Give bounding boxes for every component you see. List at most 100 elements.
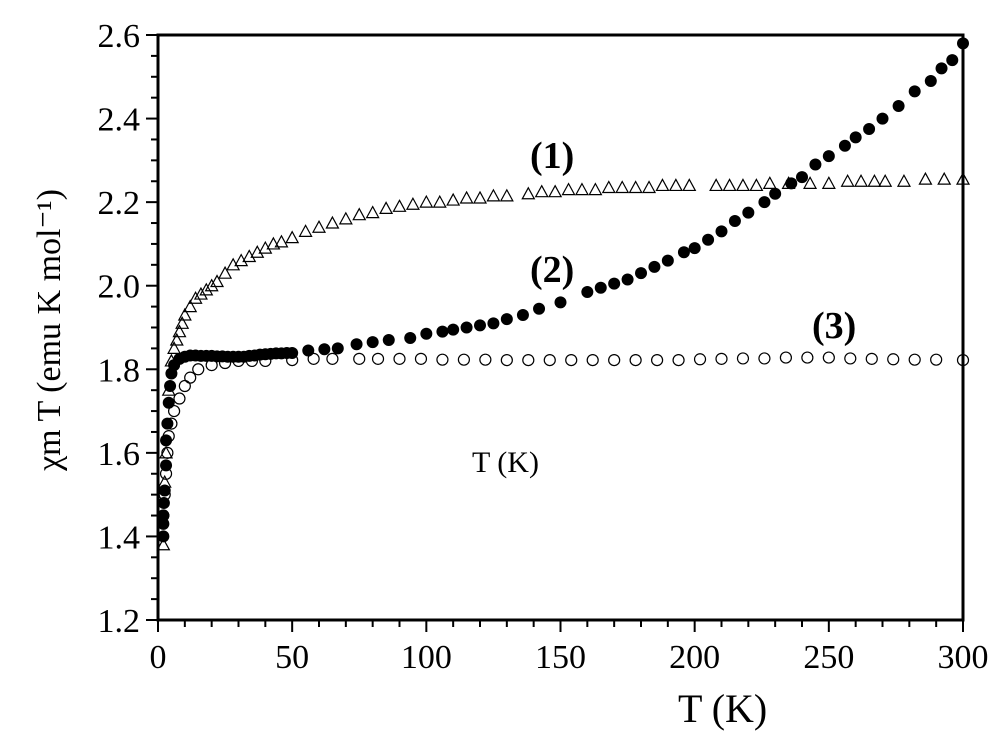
data-point [259, 354, 272, 368]
data-point [554, 296, 567, 309]
data-point [165, 417, 178, 430]
data-point [628, 180, 643, 194]
data-point [621, 273, 634, 286]
x-tick-label: 250 [803, 639, 854, 676]
data-point [177, 307, 192, 321]
data-point [446, 192, 461, 206]
y-tick-label: 2.0 [98, 269, 141, 306]
data-point [565, 353, 578, 367]
data-point [175, 316, 190, 329]
data-point [365, 205, 380, 219]
data-point [159, 467, 173, 480]
data-point [908, 353, 921, 366]
data-point [642, 180, 657, 194]
data-point [702, 233, 715, 246]
data-point [178, 379, 191, 393]
data-point [601, 180, 616, 194]
data-point [218, 265, 233, 279]
data-point [157, 509, 170, 522]
data-point [588, 182, 603, 196]
data-point [459, 190, 474, 204]
x-tick-label: 300 [938, 639, 989, 676]
data-point [822, 150, 835, 163]
data-point [184, 371, 197, 384]
data-point [436, 353, 449, 366]
data-point [908, 85, 921, 98]
data-point [420, 327, 433, 340]
data-point [785, 177, 798, 190]
data-point [650, 353, 664, 367]
data-point [821, 176, 836, 189]
data-point [245, 354, 259, 368]
data-point [840, 173, 855, 187]
data-point [715, 225, 728, 238]
data-point [318, 343, 331, 356]
data-point [487, 317, 500, 330]
data-point [803, 176, 818, 189]
data-point [822, 351, 835, 364]
data-point [594, 281, 607, 294]
data-point [447, 323, 460, 336]
data-point [353, 352, 366, 365]
data-point [876, 112, 889, 125]
data-point [892, 100, 905, 113]
data-point [668, 178, 683, 192]
data-point [956, 353, 970, 367]
data-point [472, 190, 488, 204]
data-point [635, 267, 647, 280]
data-point [160, 459, 173, 472]
data-point [218, 356, 232, 370]
data-point [749, 178, 764, 192]
data-point [548, 184, 563, 198]
data-point [682, 178, 697, 192]
y-tick-label: 1.6 [98, 436, 141, 473]
data-point [779, 351, 793, 364]
y-tick-label: 1.2 [98, 603, 141, 640]
data-point [162, 396, 175, 409]
x-tick-label: 50 [275, 639, 309, 676]
series-3 [157, 351, 970, 522]
data-point [173, 392, 186, 405]
data-point [298, 224, 313, 237]
data-point [486, 188, 501, 202]
data-point [865, 352, 878, 365]
data-point [382, 334, 395, 347]
data-point [946, 54, 959, 67]
data-point [366, 336, 379, 349]
data-point [878, 173, 893, 187]
annotation-1: (1) [530, 135, 574, 177]
data-point [419, 194, 434, 208]
data-marks [156, 37, 971, 551]
data-point [561, 182, 576, 196]
data-point [162, 430, 175, 443]
data-point [863, 123, 876, 136]
data-point [157, 517, 170, 530]
data-point [896, 173, 911, 187]
data-point [709, 178, 724, 192]
data-point [736, 352, 750, 365]
y-tick-label: 2.4 [98, 102, 141, 139]
data-point [521, 186, 536, 200]
data-point [937, 171, 952, 185]
data-point [918, 171, 933, 185]
data-point [688, 242, 701, 255]
data-point [326, 352, 339, 365]
data-point [161, 417, 174, 430]
data-point [672, 353, 685, 367]
data-point [801, 351, 814, 364]
data-point [161, 446, 174, 459]
data-point [648, 260, 661, 273]
data-point [169, 332, 184, 346]
x-axis-label: T (K) [678, 686, 767, 731]
data-point [193, 286, 208, 300]
data-point [392, 199, 407, 212]
data-point [534, 184, 549, 198]
stray-axis-label: T (K) [472, 446, 539, 479]
data-point [331, 342, 344, 355]
data-point [957, 37, 969, 50]
data-point [581, 285, 594, 298]
data-point [436, 325, 449, 338]
data-point [460, 321, 473, 334]
data-point [414, 352, 428, 365]
data-point [655, 178, 670, 192]
